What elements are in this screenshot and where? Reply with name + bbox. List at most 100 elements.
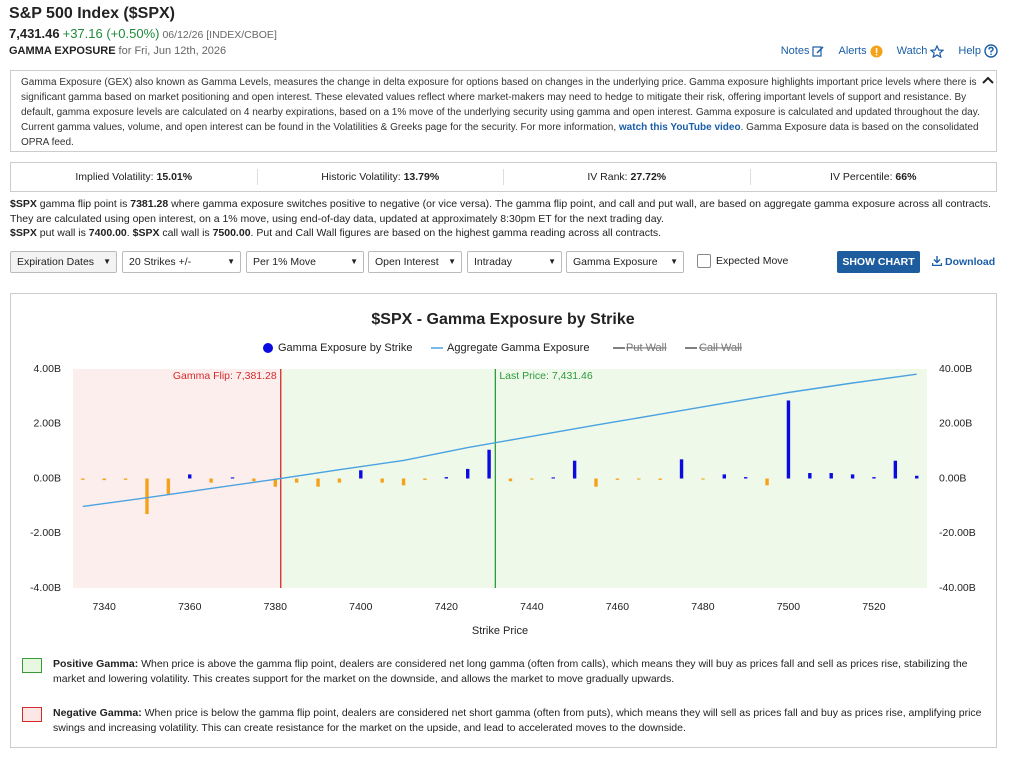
- bar: [808, 473, 812, 479]
- bar: [530, 478, 534, 480]
- bar: [572, 460, 577, 479]
- text: call wall is: [159, 227, 213, 239]
- x-axis-label: Strike Price: [472, 625, 528, 637]
- stat-label: Implied Volatility:: [75, 171, 154, 183]
- stats-bar: Implied Volatility: 15.01% Historic Volat…: [10, 162, 997, 192]
- collapse-toggle[interactable]: [982, 75, 994, 85]
- watch-icon: [930, 44, 945, 58]
- bar: [508, 478, 513, 482]
- dropdown-text: 20 Strikes +/-: [129, 256, 192, 268]
- bold-text: 7500.00: [212, 227, 251, 239]
- bar: [359, 470, 363, 479]
- text: Gamma Exposure (GEX) also known as Gamma…: [21, 77, 980, 133]
- bar: [466, 468, 470, 479]
- help-icon: [984, 44, 998, 58]
- link[interactable]: watch this YouTube video: [618, 122, 741, 133]
- dropdown[interactable]: Intraday ▼: [467, 251, 562, 273]
- bar: [786, 400, 791, 479]
- help-link[interactable]: Help: [958, 44, 998, 58]
- last-price: 7,431.46: [9, 26, 60, 41]
- section-date: for Fri, Jun 12th, 2026: [118, 45, 227, 57]
- bar: [487, 449, 491, 479]
- show-chart-button[interactable]: SHOW CHART: [837, 251, 920, 273]
- positive-gamma-region: [280, 369, 927, 588]
- bold-text: 7381.28: [130, 198, 169, 210]
- checkbox-label: Expected Move: [716, 255, 789, 267]
- notes-icon: [812, 46, 825, 57]
- price-change: +37.16 (+0.50%): [62, 26, 160, 41]
- x-tick-label: 7420: [435, 601, 459, 613]
- link-text: Help: [958, 45, 981, 57]
- notes-link[interactable]: Notes: [781, 45, 825, 57]
- explanation-line: $SPX put wall is 7400.00. $SPX call wall…: [10, 226, 995, 241]
- x-tick-label: 7500: [777, 601, 801, 613]
- bar: [850, 474, 855, 479]
- stat-value: 66%: [895, 171, 917, 183]
- bold-text: $SPX: [10, 227, 37, 239]
- bar: [81, 478, 85, 480]
- footnote: Negative Gamma: When price is below the …: [53, 706, 983, 736]
- explanation: $SPX gamma flip point is 7381.28 where g…: [10, 197, 995, 241]
- toolbar-links: Notes Alerts Watch Help: [781, 44, 998, 58]
- link-text: Watch: [896, 45, 928, 57]
- dropdown-arrow: ▼: [227, 257, 235, 266]
- stat-value: 13.79%: [403, 171, 440, 183]
- bar: [615, 478, 620, 480]
- negative-gamma-region: [73, 369, 281, 588]
- y-tick-label: 2.00B: [34, 418, 61, 430]
- legend-marker: [263, 343, 273, 353]
- download-link[interactable]: Download: [931, 256, 995, 268]
- path: [930, 44, 945, 58]
- chart-panel: [10, 293, 997, 748]
- bar: [743, 477, 748, 479]
- bar: [551, 477, 555, 479]
- link-text: Notes: [780, 45, 810, 57]
- annotation-label: Last Price: 7,431.46: [499, 370, 593, 382]
- dropdown[interactable]: 20 Strikes +/- ▼: [122, 251, 241, 273]
- x-tick-label: 7520: [862, 601, 886, 613]
- bar: [337, 478, 342, 483]
- y2-tick-label: 20.00B: [939, 418, 972, 430]
- text: .: [126, 227, 133, 239]
- expected-move-checkbox[interactable]: [697, 254, 711, 268]
- bar: [230, 477, 235, 479]
- dropdown-arrow: ▼: [103, 257, 111, 266]
- rect: [875, 47, 877, 53]
- y-tick-label: 4.00B: [34, 363, 61, 375]
- dropdown[interactable]: Per 1% Move ▼: [246, 251, 364, 273]
- text: When price is below the gamma flip point…: [53, 707, 982, 734]
- dropdown[interactable]: Open Interest ▼: [368, 251, 462, 273]
- bar: [166, 478, 171, 495]
- legend-label: Put Wall: [626, 342, 667, 354]
- bar: [252, 478, 256, 482]
- stat-value: 15.01%: [156, 171, 193, 183]
- aggregate-line: [82, 373, 917, 508]
- bar: [722, 474, 726, 479]
- bar: [273, 478, 277, 487]
- alerts-link[interactable]: Alerts: [838, 45, 883, 58]
- watch-link[interactable]: Watch: [896, 44, 945, 58]
- rect: [875, 53, 877, 55]
- annotation-label: Gamma Flip: 7,381.28: [173, 370, 277, 382]
- dropdown-arrow: ▼: [350, 257, 358, 266]
- dropdown[interactable]: Gamma Exposure ▼: [566, 251, 684, 273]
- x-tick-label: 7360: [178, 601, 202, 613]
- dropdown-arrow: ▼: [448, 257, 456, 266]
- dropdown[interactable]: Expiration Dates ▼: [10, 251, 117, 273]
- bar: [658, 478, 662, 480]
- bar: [401, 478, 406, 486]
- bold-text: $SPX: [132, 227, 160, 239]
- bar: [316, 478, 320, 487]
- dropdown-text: Gamma Exposure: [573, 256, 658, 268]
- y2-tick-label: -20.00B: [939, 527, 976, 539]
- text: put wall is: [36, 227, 89, 239]
- y-tick-label: 0.00B: [34, 472, 61, 484]
- circle: [984, 44, 998, 58]
- x-tick-label: 7400: [349, 601, 373, 613]
- bold-text: 7400.00: [88, 227, 127, 239]
- dropdown-text: Per 1% Move: [253, 256, 317, 268]
- description-box: Gamma Exposure (GEX) also known as Gamma…: [10, 70, 997, 152]
- legend-label: Call Wall: [699, 342, 742, 354]
- stat-value: 27.72%: [630, 171, 667, 183]
